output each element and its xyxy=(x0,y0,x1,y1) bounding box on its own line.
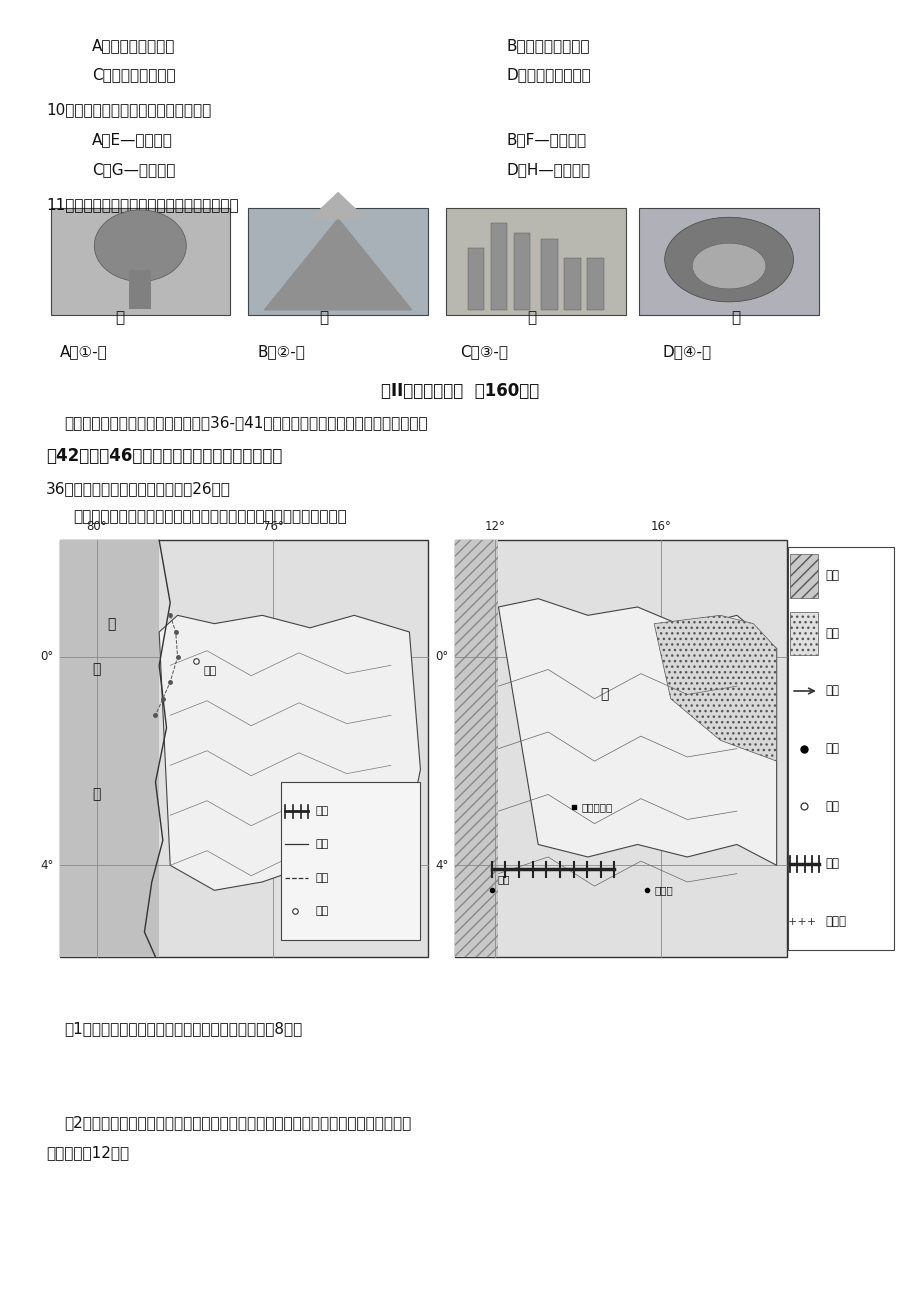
Text: 80°: 80° xyxy=(86,519,107,533)
Text: C．③-戊: C．③-戊 xyxy=(460,344,507,359)
Text: 4°: 4° xyxy=(435,859,448,872)
Bar xyxy=(455,540,786,957)
Text: 国界: 国界 xyxy=(315,872,328,883)
Bar xyxy=(564,258,581,310)
Text: 0°: 0° xyxy=(436,651,448,664)
Bar xyxy=(129,270,151,309)
Text: 4°: 4° xyxy=(40,859,53,872)
Text: 第II卷（非选择题  共160分）: 第II卷（非选择题 共160分） xyxy=(380,381,539,400)
Polygon shape xyxy=(498,599,776,866)
Text: 黑角: 黑角 xyxy=(497,874,509,884)
Bar xyxy=(789,612,817,655)
Text: 12°: 12° xyxy=(484,519,505,533)
Text: 城镇: 城镇 xyxy=(315,906,328,917)
Text: 甲国为所在大洲的第二大花卉出口国，乙国主要的创汇产品是木材。: 甲国为所在大洲的第二大花卉出口国，乙国主要的创汇产品是木材。 xyxy=(74,509,347,525)
Text: C．G—地壳运动: C．G—地壳运动 xyxy=(92,161,176,177)
Text: 0°: 0° xyxy=(40,651,53,664)
Text: 洋: 洋 xyxy=(92,788,101,802)
Text: D．④-戊: D．④-戊 xyxy=(662,344,710,359)
Bar xyxy=(60,540,427,957)
Text: 丙: 丙 xyxy=(115,310,124,326)
Bar xyxy=(491,224,507,310)
Text: A．变质岩，沉积岩: A．变质岩，沉积岩 xyxy=(92,38,176,53)
Text: （1）对比分析甲、乙两国自然特征的相同之处。（8分）: （1）对比分析甲、乙两国自然特征的相同之处。（8分） xyxy=(64,1021,302,1036)
Text: 城市: 城市 xyxy=(824,799,838,812)
Text: 铁路: 铁路 xyxy=(315,806,328,816)
Ellipse shape xyxy=(94,210,186,281)
Text: 乙: 乙 xyxy=(599,687,608,702)
Text: 铁路: 铁路 xyxy=(824,858,838,871)
Text: C．沉积岩，喷出岩: C．沉积岩，喷出岩 xyxy=(92,66,176,82)
Text: 第42题～第46题为选考题，考生根据要求做答。: 第42题～第46题为选考题，考生根据要求做答。 xyxy=(46,447,282,465)
Bar xyxy=(789,555,817,598)
Text: 甲: 甲 xyxy=(107,617,116,631)
Text: 首都: 首都 xyxy=(824,742,838,755)
Polygon shape xyxy=(159,616,420,891)
Bar xyxy=(468,249,484,310)
Text: 11．图中数字与下图中景观图有对应关系的是: 11．图中数字与下图中景观图有对应关系的是 xyxy=(46,197,238,212)
Text: 述理由。（12分）: 述理由。（12分） xyxy=(46,1144,129,1160)
Bar xyxy=(455,540,498,957)
Text: 16°: 16° xyxy=(650,519,671,533)
Bar xyxy=(455,540,498,957)
Text: 基多: 基多 xyxy=(203,667,216,676)
Ellipse shape xyxy=(664,217,792,302)
Text: +++: +++ xyxy=(788,917,819,927)
Polygon shape xyxy=(653,616,776,762)
Polygon shape xyxy=(265,219,412,310)
Text: B．F—岩浆活动: B．F—岩浆活动 xyxy=(505,132,585,147)
Text: 金沙萨: 金沙萨 xyxy=(653,885,672,896)
Ellipse shape xyxy=(692,243,765,289)
Polygon shape xyxy=(311,193,366,219)
Text: 10．图中字母与地质作用匹配正确的是: 10．图中字母与地质作用匹配正确的是 xyxy=(46,102,211,117)
Text: 丁: 丁 xyxy=(319,310,328,326)
Bar xyxy=(446,208,625,315)
Text: 本卷包括必考题和选考题两部分，第36-第41题为必考题，每个试题考生都必须做答。: 本卷包括必考题和选考题两部分，第36-第41题为必考题，每个试题考生都必须做答。 xyxy=(64,415,427,431)
Text: 36．阅读材料，回答下列问题。（26分）: 36．阅读材料，回答下列问题。（26分） xyxy=(46,480,231,496)
Text: A．①-丙: A．①-丙 xyxy=(60,344,108,359)
Text: （2）说出甲乙两国各自出口货物所选取的恰当运输方式，并推测其主要贸易地区，简: （2）说出甲乙两国各自出口货物所选取的恰当运输方式，并推测其主要贸易地区，简 xyxy=(64,1115,411,1130)
Text: 海洋: 海洋 xyxy=(824,569,838,582)
Bar xyxy=(586,258,604,310)
Text: D．沉积岩、变质岩: D．沉积岩、变质岩 xyxy=(505,66,590,82)
Bar xyxy=(541,238,558,310)
Bar xyxy=(60,540,159,957)
Bar xyxy=(248,208,427,315)
Text: 戊: 戊 xyxy=(731,310,740,326)
Text: 戊: 戊 xyxy=(527,310,536,326)
Text: 海: 海 xyxy=(92,663,101,677)
Text: 河流: 河流 xyxy=(315,840,328,849)
Text: 布拉柴维尔: 布拉柴维尔 xyxy=(581,802,612,812)
Text: 76°: 76° xyxy=(263,519,283,533)
Text: 瀑布群: 瀑布群 xyxy=(824,915,845,928)
Text: 沼泽: 沼泽 xyxy=(824,626,838,639)
Text: 河湖: 河湖 xyxy=(824,685,838,698)
Bar xyxy=(513,233,530,310)
Text: D．H—固结成岩: D．H—固结成岩 xyxy=(505,161,589,177)
Text: A．E—变质作用: A．E—变质作用 xyxy=(92,132,173,147)
Bar xyxy=(639,208,818,315)
Bar xyxy=(51,208,230,315)
Bar xyxy=(788,547,893,950)
Text: B．②-丁: B．②-丁 xyxy=(257,344,305,359)
Bar xyxy=(280,783,420,940)
Text: B．侵入岩，沉积岩: B．侵入岩，沉积岩 xyxy=(505,38,589,53)
